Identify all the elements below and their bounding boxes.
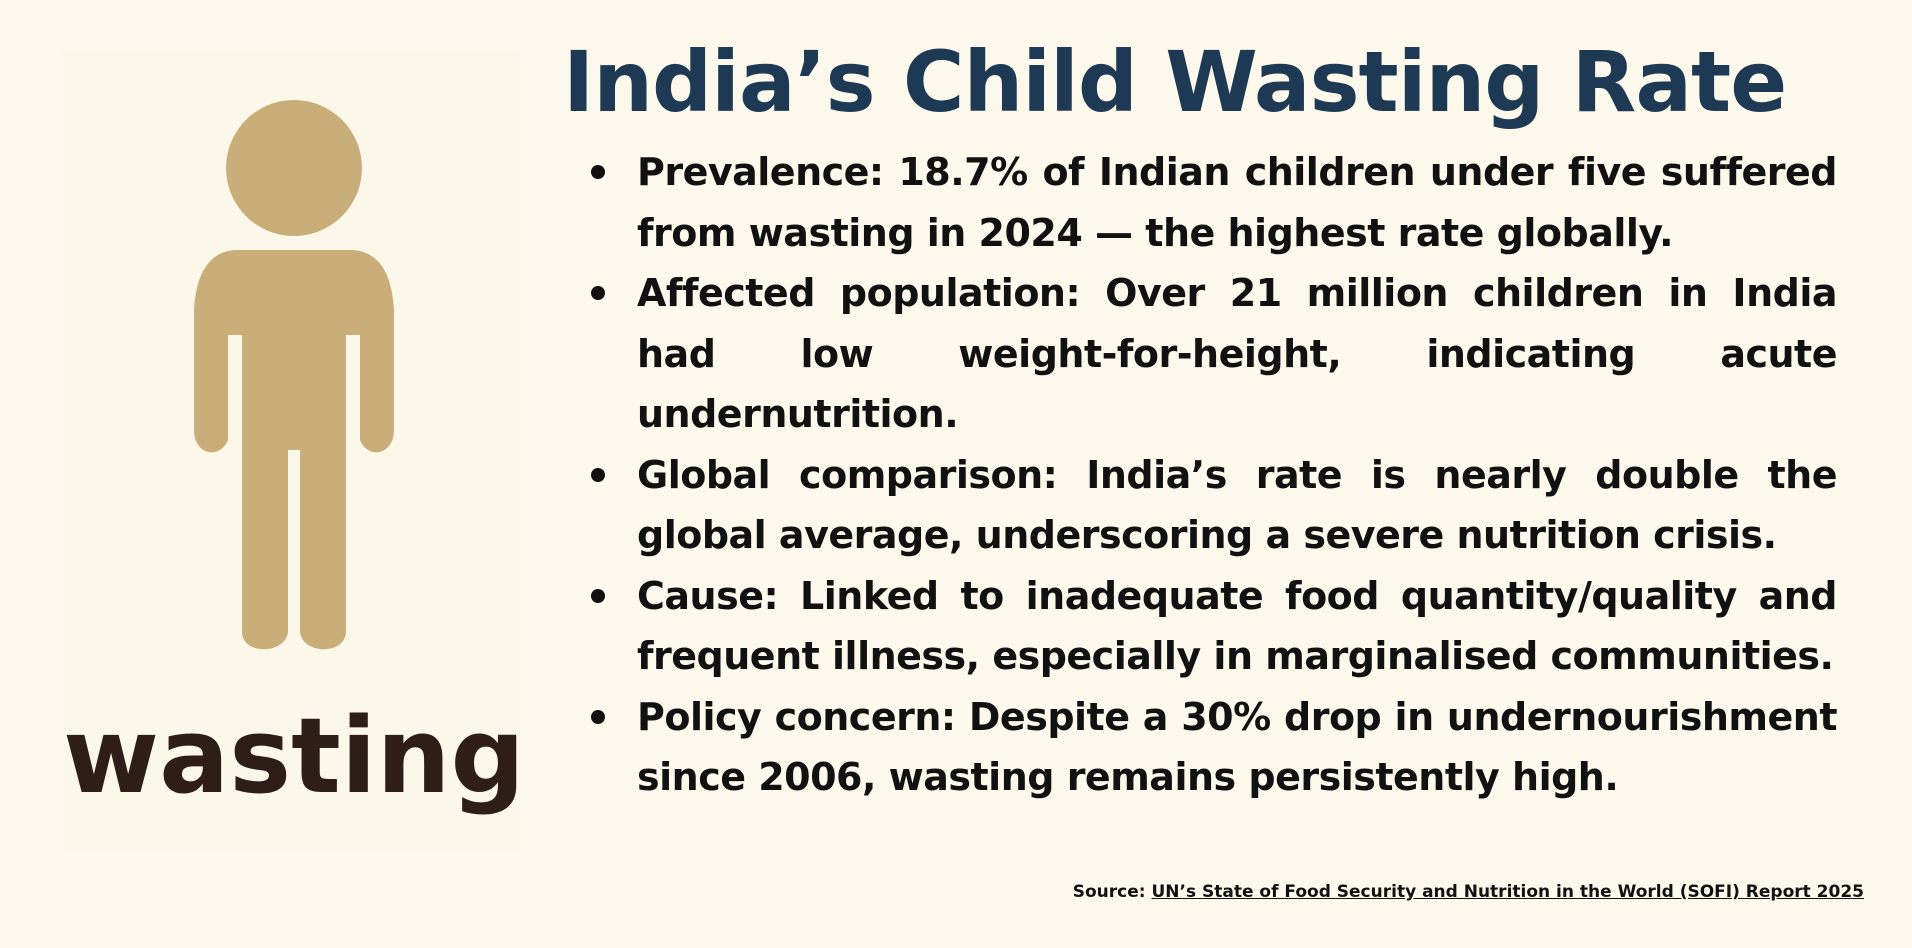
figure-head bbox=[226, 100, 362, 236]
source-citation: Source: UN’s State of Food Security and … bbox=[1073, 882, 1864, 902]
bullet-text: Prevalence: 18.7% of Indian children und… bbox=[637, 150, 1838, 255]
bullet-text: Policy concern: Despite a 30% drop in un… bbox=[637, 694, 1838, 800]
bullet-list: Prevalence: 18.7% of Indian children und… bbox=[591, 142, 1838, 808]
bullet-item-global-comparison: Global comparison: India’s rate is nearl… bbox=[591, 445, 1838, 566]
child-figure-icon bbox=[194, 100, 394, 650]
bullet-text: Global comparison: India’s rate is nearl… bbox=[637, 452, 1838, 558]
page-title: India’s Child Wasting Rate bbox=[563, 33, 1787, 131]
bullet-dot-icon bbox=[591, 286, 605, 300]
bullet-item-prevalence: Prevalence: 18.7% of Indian children und… bbox=[591, 142, 1838, 263]
bullet-dot-icon bbox=[591, 165, 605, 179]
bullet-item-affected-population: Affected population: Over 21 million chi… bbox=[591, 263, 1838, 445]
figure-body bbox=[194, 250, 394, 650]
bullet-item-policy-concern: Policy concern: Despite a 30% drop in un… bbox=[591, 687, 1838, 808]
wasting-label: wasting bbox=[62, 695, 525, 817]
bullet-item-cause: Cause: Linked to inadequate food quantit… bbox=[591, 566, 1838, 687]
bullet-dot-icon bbox=[591, 709, 605, 724]
source-prefix: Source: bbox=[1072, 882, 1146, 902]
bullet-text: Affected population: Over 21 million chi… bbox=[637, 271, 1838, 436]
bullet-dot-icon bbox=[591, 588, 605, 603]
source-link[interactable]: UN’s State of Food Security and Nutritio… bbox=[1151, 882, 1864, 902]
bullet-text: Cause: Linked to inadequate food quantit… bbox=[637, 573, 1838, 679]
bullet-dot-icon bbox=[591, 467, 605, 482]
